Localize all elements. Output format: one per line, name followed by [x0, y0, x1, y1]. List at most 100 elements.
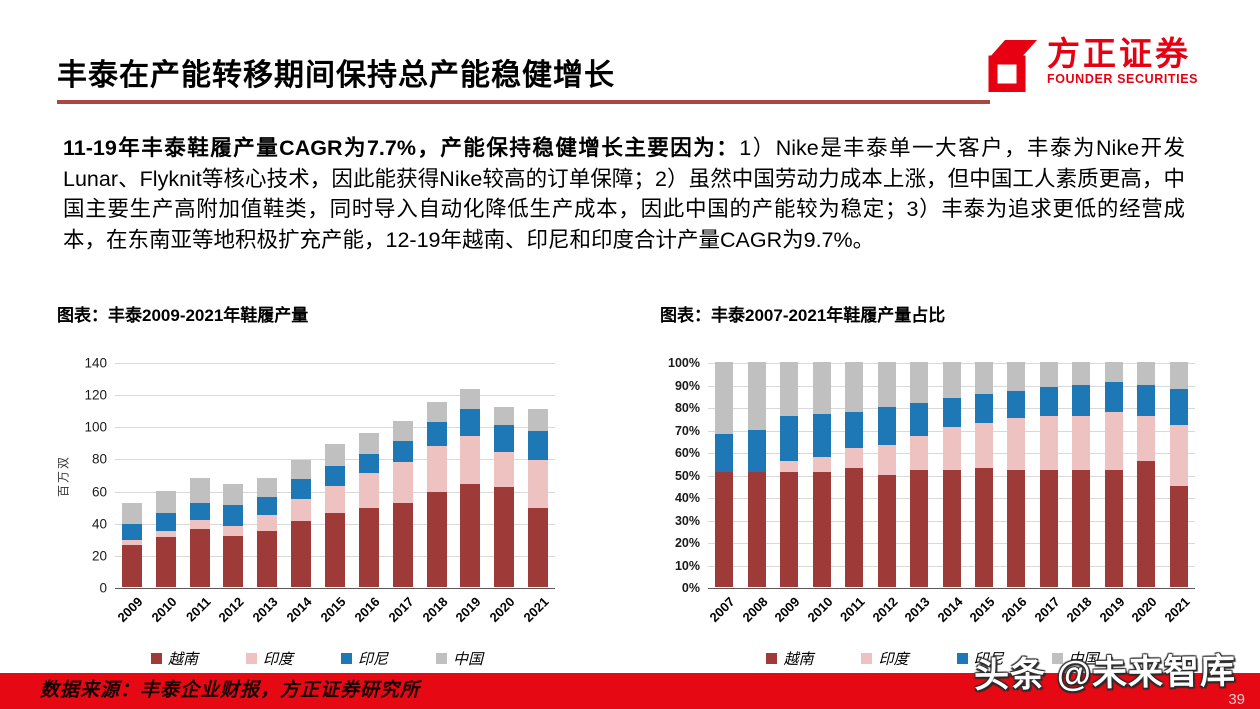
bar-segment	[1007, 362, 1026, 392]
bar-segment	[426, 445, 447, 493]
bar-segment	[812, 456, 831, 473]
legend-swatch	[150, 653, 162, 664]
bar-segment	[845, 447, 864, 468]
bar-segment	[358, 508, 379, 587]
y-axis-tick-label: 0%	[681, 581, 700, 595]
stacked-bar-2013	[257, 477, 278, 587]
logo-name-cn: 方正证券	[1047, 35, 1191, 72]
bar-segment	[121, 540, 142, 546]
summary-lead: 11-19年丰泰鞋履产量CAGR为7.7%，产能保持稳健增长主要因为：	[63, 136, 740, 160]
bar-segment	[942, 398, 961, 428]
bar-segment	[223, 535, 244, 587]
y-axis-tick-label: 40	[91, 516, 107, 532]
x-axis-label: 2013	[249, 594, 281, 626]
bar-segment	[1169, 425, 1188, 486]
y-axis-tick-label: 0	[99, 580, 107, 596]
bar-segment	[155, 513, 176, 531]
bar-segment	[392, 440, 413, 462]
bar-segment	[1072, 384, 1091, 416]
x-axis-label: 2014	[283, 594, 315, 626]
bar-segment	[1039, 416, 1058, 470]
stacked-bar-2016	[1007, 362, 1026, 587]
bar-segment	[257, 477, 278, 498]
x-axis-line	[115, 588, 555, 589]
legend-label: 中国	[453, 652, 484, 668]
stacked-bar-2017	[392, 421, 413, 587]
bar-segment	[845, 467, 864, 587]
bar-segment	[1007, 418, 1026, 470]
chart-share-plot: 0% 10% 20% 30% 40% 50% 60% 70% 80% 90% 100% 2007 200…	[668, 356, 1195, 625]
bar-segment	[460, 435, 481, 485]
x-axis-label: 2015	[317, 594, 349, 626]
chart-share-title: 图表：丰泰2007-2021年鞋履产量占比	[660, 306, 946, 325]
legend-label: 印尼	[358, 652, 389, 668]
x-axis-label: 2016	[351, 594, 383, 626]
bar-segment	[1137, 461, 1156, 587]
bar-segment	[780, 416, 799, 461]
stacked-bar-2009	[121, 503, 142, 587]
bar-segment	[780, 472, 799, 587]
bar-segment	[1039, 362, 1058, 387]
legend-item: 印度	[245, 648, 293, 669]
bar-segment	[121, 524, 142, 541]
bar-segment	[155, 490, 176, 514]
bar-segment	[812, 362, 831, 414]
bar-segment	[1169, 389, 1188, 425]
stacked-bar-2010	[155, 490, 176, 587]
logo-text: 方正证券 FOUNDER SECURITIES	[1047, 35, 1198, 86]
bar-segment	[780, 461, 799, 473]
legend-item: 印度	[861, 648, 909, 669]
bar-segment	[1104, 362, 1123, 383]
y-axis-tick-label: 60%	[674, 446, 700, 460]
y-axis-tick-label: 40%	[674, 491, 700, 505]
y-axis-tick-label: 60	[91, 484, 107, 500]
bar-segment	[291, 521, 312, 587]
bar-segment	[1169, 362, 1188, 389]
gridline	[115, 427, 555, 429]
stacked-bar-2020	[1137, 362, 1156, 587]
stacked-bar-2014	[291, 460, 312, 587]
bar-segment	[1039, 386, 1058, 416]
chart-production-volume: 图表：丰泰2009-2021年鞋履产量 百万双 0 20 40 60 80 100 120 1…	[57, 296, 577, 676]
bar-segment	[1137, 362, 1156, 385]
legend-label: 越南	[167, 652, 198, 668]
x-axis-label: 2020	[486, 594, 518, 626]
bar-segment	[1104, 411, 1123, 470]
stacked-bar-2012	[223, 484, 244, 587]
summary-paragraph: 11-19年丰泰鞋履产量CAGR为7.7%，产能保持稳健增长主要因为：1）Nik…	[63, 133, 1185, 255]
stacked-bar-2009	[780, 362, 799, 587]
bar-segment	[494, 452, 515, 488]
bar-segment	[747, 472, 766, 587]
stacked-bar-2015	[974, 362, 993, 587]
bar-segment	[460, 389, 481, 409]
legend-item: 中国	[1051, 648, 1099, 669]
legend-label: 印尼	[973, 652, 1004, 668]
bar-segment	[155, 537, 176, 587]
legend-swatch	[341, 653, 352, 664]
bar-segment	[223, 525, 244, 536]
founder-securities-logo: 方正证券 FOUNDER SECURITIES	[985, 35, 1198, 92]
bar-segment	[942, 427, 961, 470]
legend-swatch	[436, 653, 448, 664]
bar-segment	[845, 411, 864, 448]
x-axis-label: 2010	[148, 594, 180, 626]
legend-swatch	[861, 653, 873, 664]
x-axis-label: 2017	[385, 594, 417, 626]
bar-segment	[392, 421, 413, 441]
bar-segment	[877, 407, 896, 446]
bar-segment	[877, 474, 896, 587]
title-underline	[57, 100, 990, 104]
bar-segment	[910, 402, 929, 437]
bar-segment	[358, 432, 379, 454]
chart-production-title: 图表：丰泰2009-2021年鞋履产量	[57, 306, 309, 325]
y-axis-tick-label: 80%	[674, 401, 700, 415]
bar-segment	[910, 436, 929, 470]
bar-segment	[121, 545, 142, 587]
x-axis-label: 2009	[114, 594, 146, 626]
legend-item: 越南	[766, 648, 813, 669]
stacked-bar-2021	[1169, 362, 1188, 587]
stacked-bar-2018	[1072, 362, 1091, 587]
bar-segment	[974, 362, 993, 394]
bar-segment	[1072, 416, 1091, 470]
